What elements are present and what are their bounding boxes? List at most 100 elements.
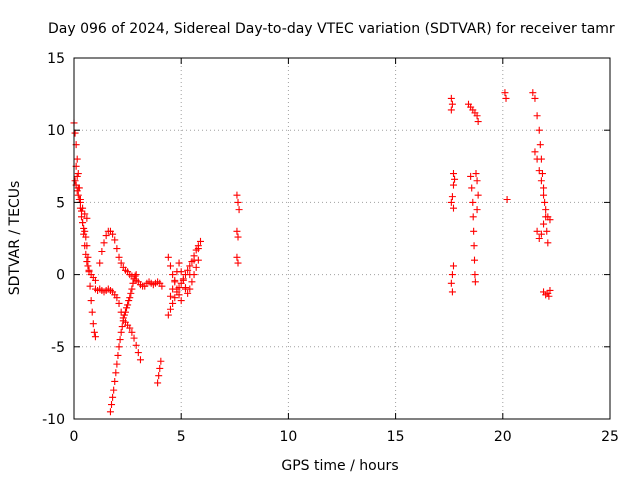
data-point <box>470 227 478 235</box>
data-point <box>546 216 554 224</box>
data-point <box>448 193 456 201</box>
data-point <box>120 311 128 319</box>
data-point <box>85 268 93 276</box>
data-point <box>83 258 91 266</box>
data-point <box>87 297 95 305</box>
data-point <box>121 308 129 316</box>
data-point <box>169 271 177 279</box>
data-point <box>470 256 478 264</box>
data-point <box>469 198 477 206</box>
data-point <box>131 272 139 280</box>
data-point <box>109 393 117 401</box>
data-point <box>96 259 104 267</box>
data-point <box>134 349 142 357</box>
data-point <box>448 100 456 108</box>
data-points <box>70 89 554 416</box>
series-arc-d <box>96 227 166 290</box>
data-point <box>502 94 510 102</box>
data-point <box>166 262 174 270</box>
data-point <box>71 177 79 185</box>
data-point <box>74 191 82 199</box>
data-point <box>533 155 541 163</box>
x-tick-label: 20 <box>494 429 512 445</box>
series-arc-e <box>91 285 144 364</box>
series-arc-i <box>166 256 202 300</box>
data-point <box>541 198 549 206</box>
data-point <box>81 227 89 235</box>
data-point <box>83 242 91 250</box>
data-point <box>116 336 124 344</box>
data-point <box>136 356 144 364</box>
data-point <box>542 206 550 214</box>
data-point <box>113 245 121 253</box>
series-arc-a <box>70 119 99 284</box>
axis-ticks <box>73 57 611 420</box>
y-axis-label: SDTVAR / TECUs <box>7 181 23 296</box>
data-point <box>82 233 90 241</box>
x-tick-label: 5 <box>177 429 186 445</box>
data-point <box>164 253 172 261</box>
data-point <box>106 408 114 416</box>
data-point <box>473 112 481 120</box>
series-arc-f <box>106 271 140 416</box>
data-point <box>535 167 543 175</box>
data-point <box>128 328 136 336</box>
x-tick-label: 15 <box>387 429 405 445</box>
data-point <box>154 379 162 387</box>
data-point <box>537 230 545 238</box>
data-point <box>98 247 106 255</box>
series-arc-m <box>464 100 482 126</box>
x-axis-label: GPS time / hours <box>281 458 398 474</box>
data-point <box>234 198 242 206</box>
data-point <box>113 294 121 302</box>
data-point <box>115 299 123 307</box>
data-point <box>171 278 179 286</box>
plot-frame <box>73 57 611 420</box>
data-point <box>84 262 92 270</box>
data-point <box>181 285 189 293</box>
data-point <box>111 236 119 244</box>
data-point <box>128 285 136 293</box>
chart-title: Day 096 of 2024, Sidereal Day-to-day VTE… <box>48 21 615 37</box>
data-point <box>88 308 96 316</box>
data-point <box>109 230 117 238</box>
series-arc-n <box>467 170 482 286</box>
data-point <box>117 328 125 336</box>
data-point <box>449 262 457 270</box>
data-point <box>123 304 131 312</box>
data-point <box>156 364 164 372</box>
data-point <box>449 181 457 189</box>
y-tick-label: 5 <box>56 195 65 211</box>
data-point <box>127 289 135 297</box>
series-arc-k <box>233 191 243 267</box>
data-point <box>179 276 187 284</box>
data-point <box>110 386 118 394</box>
series-arc-j <box>164 245 202 305</box>
data-point <box>473 206 481 214</box>
data-point <box>188 278 196 286</box>
data-point <box>132 341 140 349</box>
data-point <box>540 191 548 199</box>
data-point <box>234 259 242 267</box>
data-point <box>546 286 554 294</box>
data-point <box>233 253 241 261</box>
data-point <box>175 259 183 267</box>
data-point <box>235 206 243 214</box>
data-point <box>125 297 133 305</box>
data-point <box>186 271 194 279</box>
data-point <box>474 191 482 199</box>
data-point <box>184 289 192 297</box>
data-point <box>166 305 174 313</box>
series-arc-c <box>71 177 91 222</box>
data-point <box>166 292 174 300</box>
y-tick-label: 15 <box>47 51 65 67</box>
data-point <box>538 170 546 178</box>
data-point <box>447 106 455 114</box>
data-point <box>119 317 127 325</box>
data-point <box>186 262 194 270</box>
data-point <box>537 177 545 185</box>
data-point <box>447 94 455 102</box>
data-point <box>164 311 172 319</box>
data-point <box>448 288 456 296</box>
data-point <box>78 213 86 221</box>
